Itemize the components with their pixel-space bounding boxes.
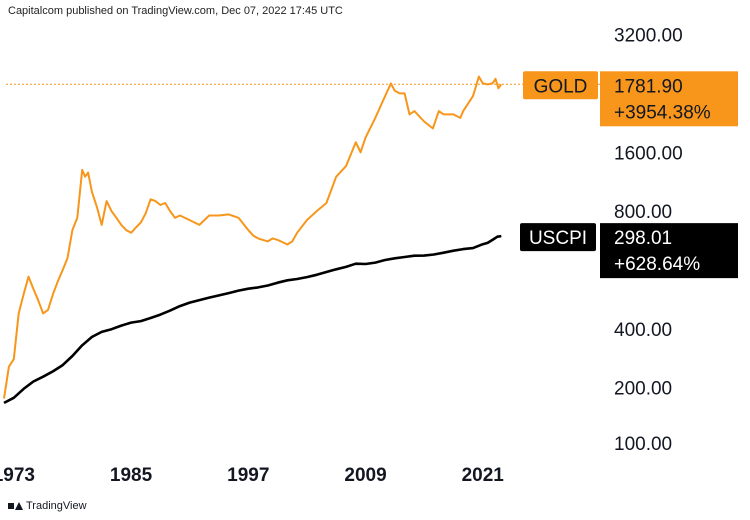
- x-tick-label: 2009: [344, 465, 386, 486]
- y-tick-label: 1600.00: [614, 143, 683, 164]
- y-axis-labels: 3200.00 1600.00 800.00 400.00 200.00 100.00: [614, 26, 683, 456]
- x-tick-label: 2021: [462, 465, 505, 486]
- uscpi-last-value: 298.01: [614, 228, 672, 249]
- gold-series-line[interactable]: [3, 75, 503, 399]
- y-tick-label: 100.00: [614, 434, 672, 455]
- tradingview-logo-icon: [8, 501, 23, 511]
- x-tick-label: 1973: [0, 465, 35, 486]
- uscpi-name-tag: [520, 223, 596, 252]
- x-axis-labels: 1973 1985 1997 2009 2021: [0, 465, 504, 486]
- series-layer: [3, 75, 503, 405]
- gold-name-tag: [523, 71, 598, 100]
- y-tick-label: 800.00: [614, 202, 672, 223]
- gold-name-label: GOLD: [534, 76, 588, 97]
- y-tick-label: 200.00: [614, 379, 672, 400]
- y-tick-label: 3200.00: [614, 26, 683, 47]
- x-tick-label: 1997: [227, 465, 269, 486]
- price-tags: GOLD 1781.90 +3954.38% USCPI 298.01 +628.64%: [520, 71, 738, 279]
- publisher-caption: Capitalcom published on TradingView.com,…: [8, 5, 343, 17]
- gold-change-pct: +3954.38%: [614, 102, 711, 123]
- gold-value-tag: [600, 71, 738, 127]
- gold-last-value: 1781.90: [614, 76, 683, 97]
- uscpi-name-label: USCPI: [529, 228, 587, 249]
- uscpi-change-pct: +628.64%: [614, 254, 700, 275]
- x-tick-label: 1985: [110, 465, 153, 486]
- tradingview-footer[interactable]: TradingView: [8, 500, 87, 512]
- uscpi-value-tag: [600, 223, 738, 279]
- footer-brand: TradingView: [26, 500, 87, 512]
- y-tick-label: 400.00: [614, 320, 672, 341]
- uscpi-series-line[interactable]: [3, 234, 502, 405]
